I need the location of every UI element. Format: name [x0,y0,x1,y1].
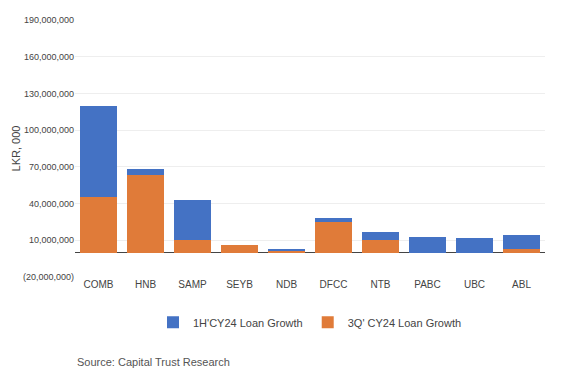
svg-text:UBC: UBC [464,279,485,290]
svg-text:160,000,000: 160,000,000 [24,52,74,62]
svg-text:ABL: ABL [512,279,531,290]
svg-text:NTB: NTB [371,279,391,290]
svg-text:SEYB: SEYB [226,279,253,290]
svg-text:PABC: PABC [414,279,441,290]
svg-text:40,000,000: 40,000,000 [29,199,74,209]
svg-text:Source: Capital Trust Research: Source: Capital Trust Research [77,356,230,368]
svg-text:100,000,000: 100,000,000 [24,125,74,135]
svg-text:SAMP: SAMP [178,279,207,290]
svg-text:COMB: COMB [84,279,114,290]
svg-text:1H'CY24 Loan Growth: 1H'CY24 Loan Growth [193,317,303,329]
svg-text:130,000,000: 130,000,000 [24,89,74,99]
svg-text:DFCC: DFCC [320,279,348,290]
svg-text:(20,000,000): (20,000,000) [23,272,74,282]
svg-text:HNB: HNB [135,279,156,290]
svg-text:70,000,000: 70,000,000 [29,162,74,172]
svg-text:NDB: NDB [276,279,297,290]
svg-text:3Q' CY24 Loan Growth: 3Q' CY24 Loan Growth [348,317,461,329]
svg-text:LKR, 000: LKR, 000 [10,126,22,172]
svg-text:190,000,000: 190,000,000 [24,15,74,25]
svg-text:10,000,000: 10,000,000 [29,235,74,245]
